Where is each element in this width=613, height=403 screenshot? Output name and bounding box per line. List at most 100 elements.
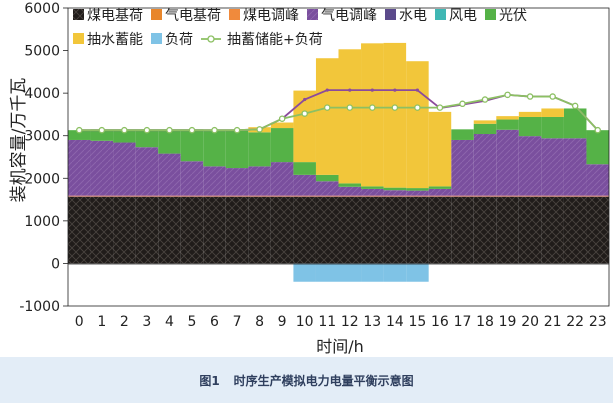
point-1-5	[188, 126, 196, 134]
point-0-14	[393, 88, 397, 92]
plot-frame	[67, 7, 610, 307]
bar-6-23	[586, 130, 609, 165]
bar-8-12	[338, 263, 362, 282]
bar-0-2	[113, 196, 136, 264]
bar-0-13	[361, 196, 384, 264]
caption-band	[0, 357, 613, 403]
bar-6-5	[180, 129, 204, 162]
x-tick-label: 4	[165, 314, 174, 330]
bar-7-15	[406, 61, 429, 189]
figure-caption: 图1 时序生产模拟电力电量平衡示意图	[0, 372, 613, 389]
bar-3-17	[451, 139, 474, 197]
point-1-18	[481, 96, 489, 103]
figure-number: 图1	[199, 374, 220, 388]
legend-swatch	[151, 33, 162, 44]
bar-0-4	[158, 196, 181, 264]
bar-7-19	[496, 116, 519, 120]
point-1-20	[526, 93, 534, 100]
x-tick-label: 9	[278, 314, 287, 330]
bar-0-21	[541, 196, 564, 264]
bar-8-11	[315, 263, 339, 282]
bar-0-7	[225, 196, 249, 264]
bar-3-23	[586, 164, 609, 197]
point-1-11	[323, 104, 331, 111]
bar-7-18	[473, 120, 497, 124]
bar-7-11	[315, 58, 339, 175]
bar-6-20	[518, 116, 542, 137]
bar-6-19	[496, 119, 519, 130]
bar-3-5	[180, 161, 204, 197]
bar-0-0	[68, 196, 91, 264]
bar-7-10	[293, 90, 316, 163]
bar-3-1	[90, 140, 114, 197]
y-tick-label: 1000	[24, 214, 60, 230]
legend-label: 气电基荷	[165, 7, 221, 24]
bar-3-7	[225, 168, 249, 197]
y-tick-label: 4000	[24, 86, 60, 102]
bar-3-22	[563, 138, 587, 197]
point-0-15	[415, 88, 419, 92]
x-tick-label: 17	[454, 314, 472, 330]
bar-0-12	[338, 196, 362, 264]
x-tick-label: 14	[386, 314, 404, 330]
bar-3-19	[496, 129, 519, 197]
point-1-1	[98, 126, 106, 134]
x-tick-label: 3	[142, 314, 151, 330]
x-tick-label: 7	[233, 314, 242, 330]
line-1	[79, 93, 599, 132]
figure-caption-text: 时序生产模拟电力电量平衡示意图	[233, 374, 414, 388]
bar-7-21	[541, 108, 564, 117]
legend-label: 抽蓄储能+负荷	[227, 32, 323, 48]
bar-3-6	[203, 166, 226, 197]
legend-label: 气电调峰	[321, 8, 377, 24]
lines-layer	[76, 88, 601, 134]
series-6	[68, 108, 609, 191]
legend-swatch	[73, 9, 84, 20]
bar-0-10	[293, 196, 316, 264]
legend-label: 煤电基荷	[87, 7, 143, 24]
point-1-15	[414, 104, 421, 111]
x-tick-label: 21	[544, 314, 562, 330]
bar-0-19	[496, 196, 519, 264]
bar-0-6	[203, 196, 226, 264]
series-0	[68, 196, 609, 264]
legend-marker	[207, 35, 215, 43]
point-1-9	[278, 115, 286, 122]
bar-0-8	[248, 196, 271, 264]
bar-3-3	[135, 147, 159, 197]
bar-0-9	[270, 196, 294, 264]
bar-0-3	[135, 196, 159, 264]
bar-6-11	[315, 174, 339, 182]
point-1-10	[301, 110, 308, 117]
bar-0-18	[473, 196, 497, 264]
point-1-0	[76, 126, 83, 134]
point-0-13	[370, 88, 374, 92]
x-tick-label: 0	[75, 314, 84, 330]
x-tick-label: 2	[120, 314, 129, 330]
point-1-14	[391, 104, 399, 111]
bar-3-12	[338, 186, 362, 197]
series-3	[68, 129, 609, 197]
bar-6-6	[203, 131, 226, 167]
series-7	[248, 42, 564, 189]
legend-label: 抽水蓄能	[87, 32, 143, 48]
bar-0-16	[428, 196, 452, 264]
bar-3-11	[315, 181, 339, 197]
legend-label: 负荷	[165, 32, 193, 48]
point-1-19	[504, 91, 511, 99]
bar-8-14	[383, 263, 407, 282]
y-axis-label: 装机容量/万千瓦	[9, 78, 29, 203]
point-1-7	[233, 126, 241, 134]
y-tick-label: -1000	[19, 299, 60, 315]
bar-3-9	[270, 162, 294, 197]
bar-3-18	[473, 134, 497, 197]
x-tick-label: 22	[566, 314, 584, 330]
bar-6-4	[158, 129, 181, 154]
bar-0-15	[406, 196, 429, 264]
x-tick-label: 8	[255, 314, 264, 330]
bar-3-21	[541, 138, 564, 197]
bar-6-14	[383, 187, 407, 191]
bar-6-21	[541, 116, 564, 139]
bar-3-14	[383, 190, 407, 197]
